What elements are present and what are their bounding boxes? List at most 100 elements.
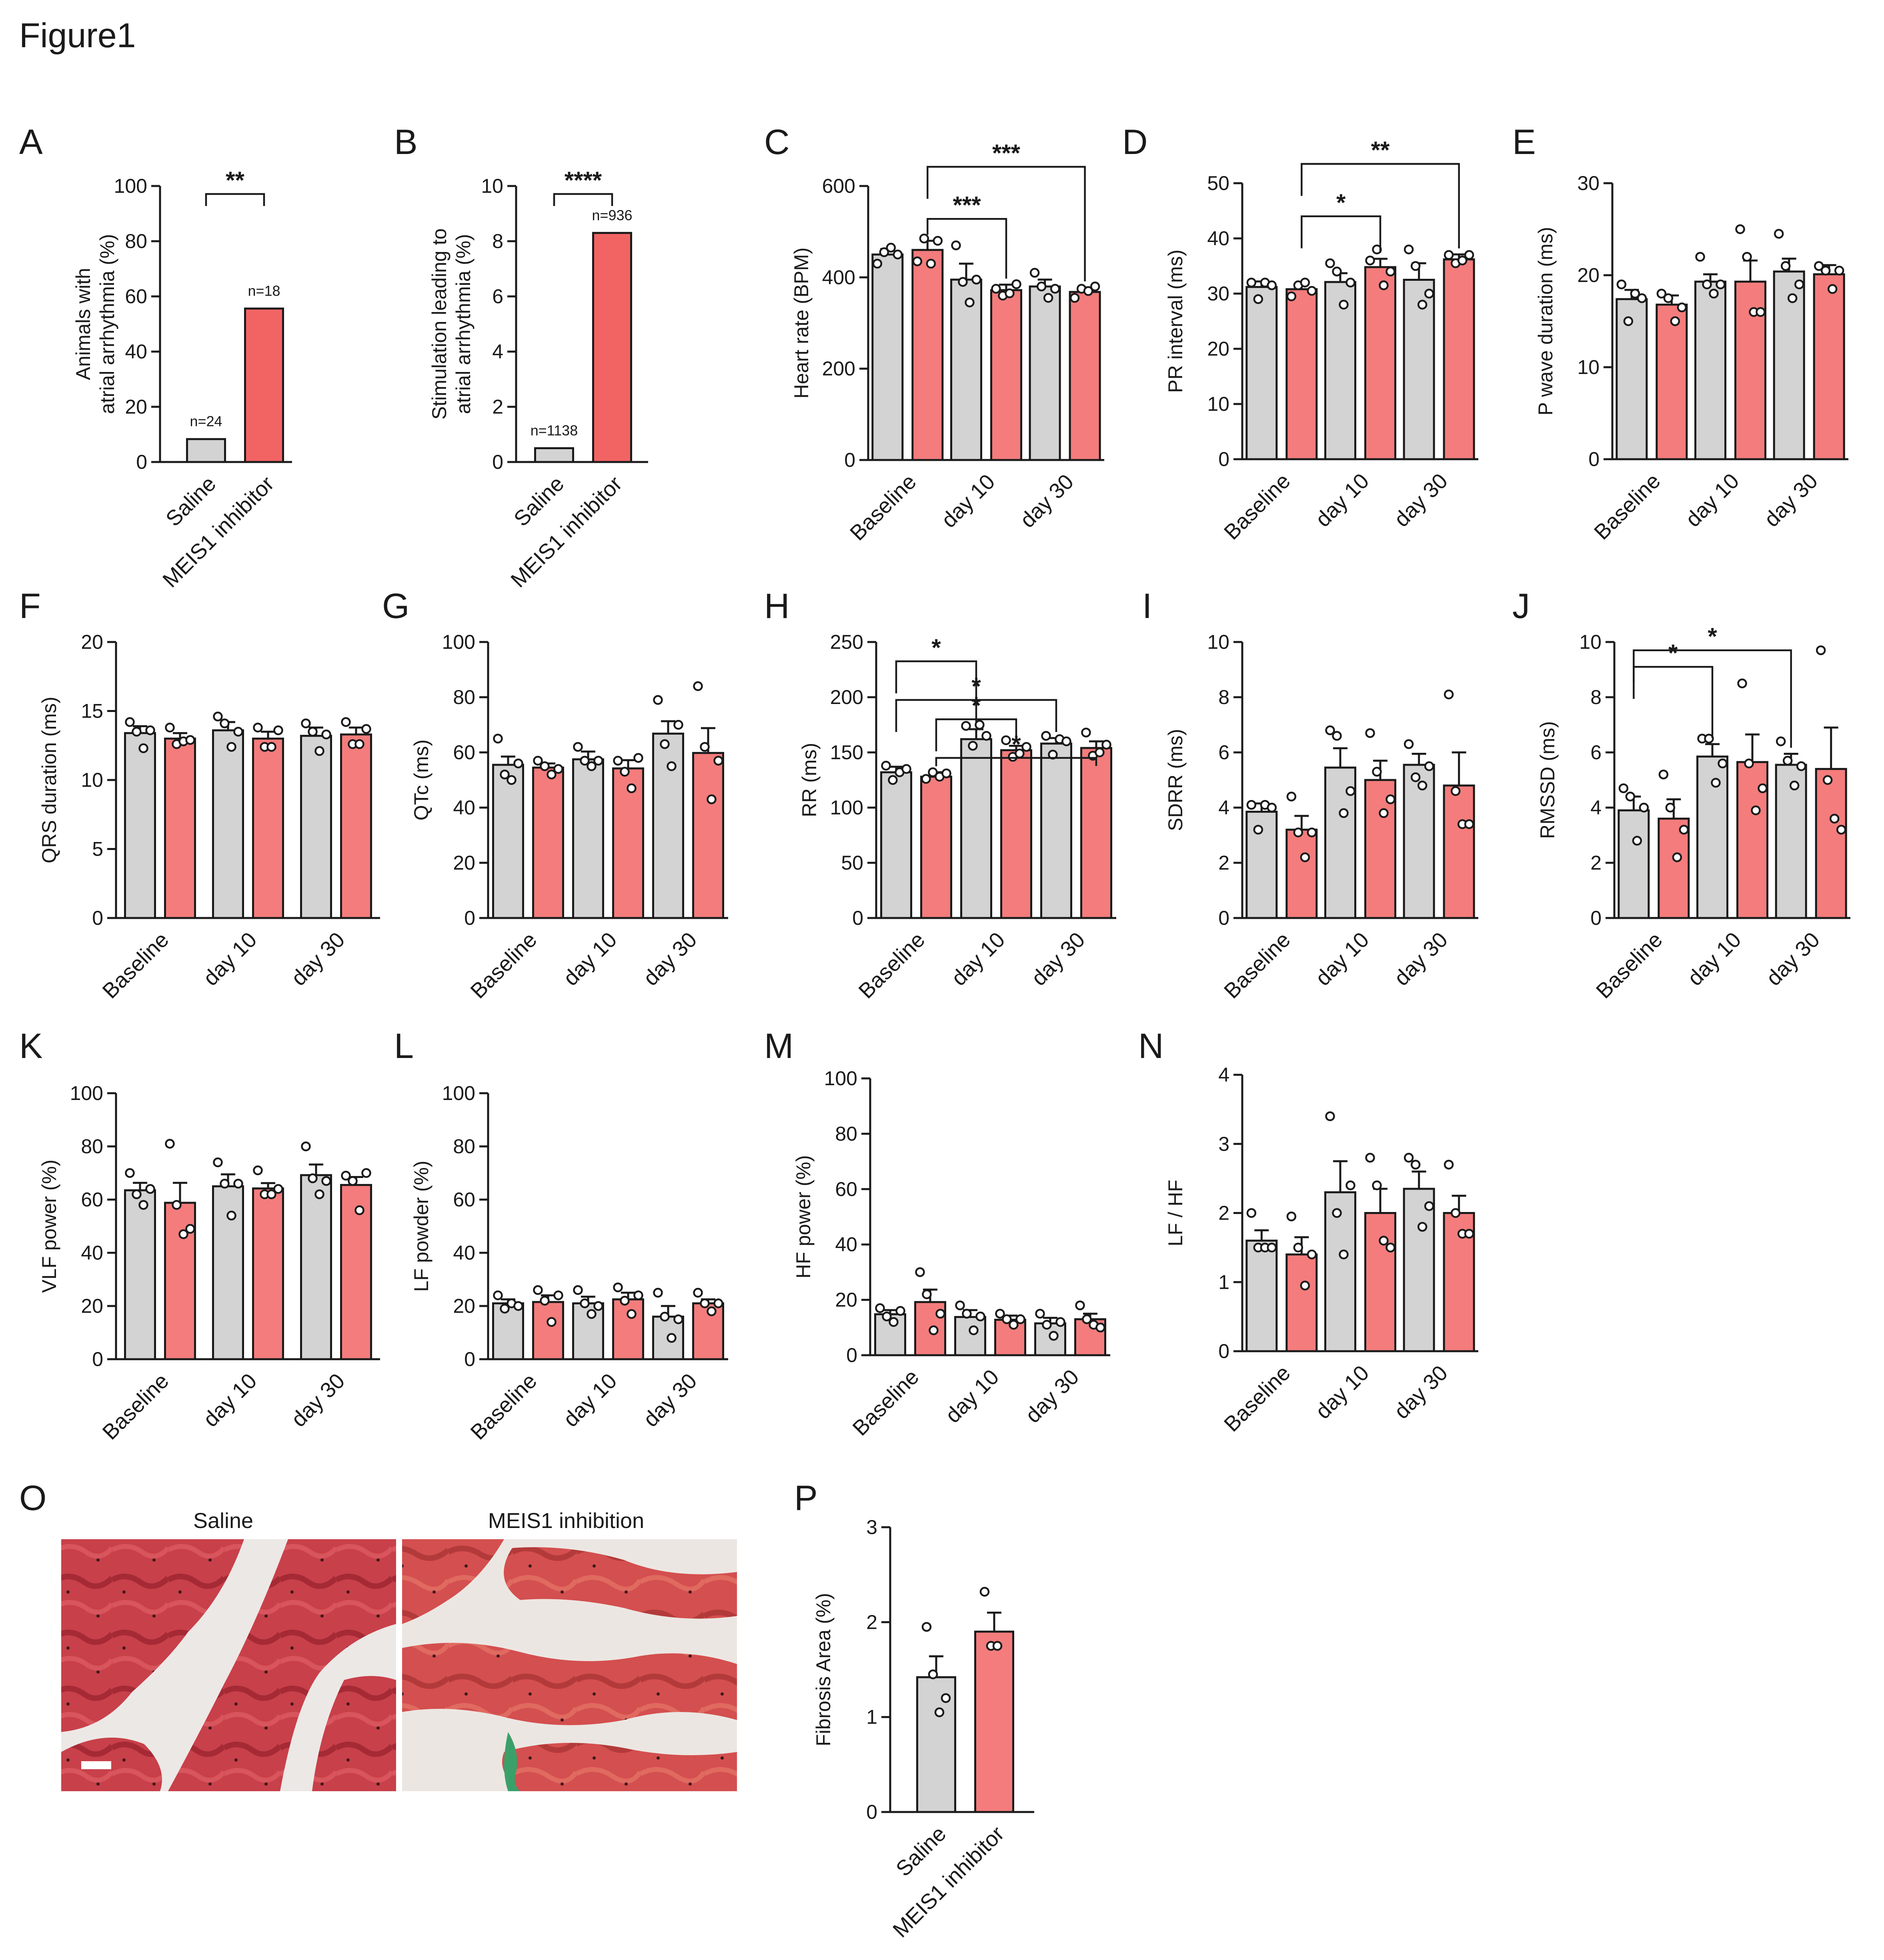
histology-treatment-label: MEIS1 inhibition: [488, 1509, 644, 1533]
panel-h-point-1-1-0: [1001, 735, 1011, 745]
panel-e-bar-0-1: [1656, 304, 1688, 460]
panel-m-point-1-1-2: [1009, 1320, 1019, 1330]
panel-c-point-2-1-2: [1083, 286, 1093, 296]
panel-c: C 0 200 400 600 Heart rate (BPM) Baseline day 1…: [764, 122, 1104, 545]
panel-c-bar-2-1: [1069, 291, 1101, 461]
panel-k-point-1-0-3: [233, 1178, 243, 1189]
panel-d-bar-0-0: [1245, 286, 1278, 460]
panel-c-ylabel-0: Heart rate (BPM): [790, 248, 813, 399]
panel-c-xtick-label-0: Baseline: [845, 470, 921, 545]
panel-l-ylabel-0: LF powder (%): [410, 1161, 432, 1292]
panel-m-bar-1-0: [954, 1316, 986, 1356]
panel-f-ytick-label-0: 0: [92, 907, 103, 929]
panel-a-ytick-label-2: 40: [125, 340, 147, 363]
panel-p-point-0-3: [941, 1693, 951, 1703]
panel-e-ytick-label-3: 30: [1577, 172, 1600, 194]
panel-j-bar-0-1: [1658, 818, 1690, 919]
panel-h-bar-2-1: [1080, 747, 1112, 919]
panel-g-point-2-0-1: [660, 739, 670, 749]
panel-e-point-0-1-1: [1663, 293, 1674, 303]
panel-e-point-2-1-3: [1834, 266, 1844, 276]
panel-d-point-1-0-2: [1339, 300, 1349, 310]
panel-i-letter: I: [1142, 586, 1152, 626]
panel-d-xtick-label-1: day 10: [1311, 469, 1373, 532]
panel-c-bar-0-0: [871, 253, 904, 461]
panel-l-bar-1-1: [612, 1298, 644, 1360]
panel-i-point-1-0-0: [1325, 725, 1335, 736]
panel-g-ylabel-0: QTc (ms): [410, 740, 432, 821]
panel-c-point-2-1-0: [1069, 293, 1080, 303]
panel-p-ytick-label-2: 2: [866, 1611, 877, 1633]
panel-g-point-2-1-1: [700, 742, 710, 752]
panel-g-point-2-0-2: [667, 761, 677, 771]
panel-c-point-0-1-2: [926, 258, 936, 269]
panel-j-point-0-0-2: [1632, 836, 1642, 846]
panel-c-letter: C: [764, 122, 790, 162]
panel-k-point-2-1-0: [341, 1170, 351, 1181]
panel-k-bar-2-0: [300, 1174, 332, 1360]
panel-j-point-1-0-1: [1704, 734, 1714, 744]
panel-b-bar-1: [592, 232, 632, 463]
panel-g-ytick-label-4: 80: [453, 686, 475, 708]
panel-h-sig-3-label: *: [1011, 731, 1021, 758]
panel-f-bar-1-1: [252, 738, 284, 919]
panel-l-point-2-1-3: [713, 1298, 723, 1308]
panel-n-ytick-label-3: 3: [1218, 1133, 1229, 1155]
panel-n-point-2-1-1: [1450, 1208, 1461, 1218]
panel-i-point-2-0-1: [1410, 772, 1421, 782]
panel-n-bar-0-1: [1285, 1253, 1318, 1352]
panel-j-point-0-0-1: [1625, 792, 1636, 802]
panel-l-ytick-label-1: 20: [453, 1295, 475, 1317]
panel-n-xtick-label-1: day 10: [1311, 1361, 1373, 1424]
panel-e-point-2-1-2: [1827, 284, 1838, 294]
panel-c-bar-1-0: [950, 278, 982, 461]
panel-c-sig-0-label: ***: [953, 192, 981, 218]
panel-f-ytick-label-1: 5: [92, 838, 103, 860]
panel-l-ytick-label-0: 0: [464, 1348, 475, 1370]
panel-b-ylabel-0: Stimulation leading to: [428, 228, 450, 420]
panel-c-sig-1-bracket: [927, 166, 1086, 282]
panel-c-ytick-label-1: 200: [822, 358, 855, 380]
panel-i-point-1-1-3: [1385, 794, 1395, 804]
panel-f-ytick-label-3: 15: [81, 700, 103, 722]
panel-j-ylabel-0: RMSSD (ms): [1536, 721, 1559, 839]
panel-j-point-2-0-2: [1789, 780, 1800, 791]
panel-g-point-2-1-2: [707, 794, 717, 804]
panel-b-ytick-label-4: 8: [492, 230, 503, 252]
panel-k-point-1-0-2: [226, 1210, 236, 1221]
panel-p-letter: P: [794, 1478, 818, 1518]
panel-a-ylabel-1: atrial arrhythmia (%): [96, 234, 118, 414]
panel-i-ytick-label-2: 4: [1218, 796, 1229, 819]
panel-i-point-1-0-3: [1345, 786, 1355, 796]
panel-c-point-1-1-2: [1005, 288, 1015, 298]
panel-k-point-2-0-0: [301, 1141, 311, 1152]
panel-n-ytick-label-4: 4: [1218, 1064, 1229, 1086]
panel-j-point-2-1-2: [1829, 814, 1840, 824]
panel-l: L 0 20 40 60 80 100 LF powder (%) Baseline day 10…: [394, 1026, 728, 1444]
panel-i-point-0-0-3: [1267, 802, 1277, 813]
panel-l-point-2-1-2: [707, 1306, 717, 1316]
panel-p-point-0-0: [921, 1622, 932, 1632]
panel-k-point-0-0-0: [125, 1168, 135, 1178]
panel-k-point-0-1-3: [185, 1224, 195, 1234]
panel-k-xtick-label-0: Baseline: [98, 1369, 174, 1444]
panel-g-point-2-0-3: [673, 720, 683, 730]
panel-g-xtick-label-0: Baseline: [466, 928, 542, 1003]
panel-m-point-1-1-3: [1015, 1314, 1025, 1324]
panel-g-point-1-0-0: [573, 742, 583, 752]
panel-c-bar-1-1: [990, 289, 1022, 461]
panel-a-bar-0: [186, 438, 226, 463]
panel-i-bar-0-1: [1285, 828, 1318, 919]
panel-h-point-2-1-3: [1101, 740, 1111, 750]
panel-c-point-1-0-2: [965, 297, 975, 308]
panel-e-point-0-1-2: [1670, 316, 1680, 326]
panel-l-point-0-1-1: [540, 1296, 550, 1306]
panel-h-ytick-label-2: 100: [830, 796, 863, 819]
panel-g: G 0 20 40 60 80 100 QTc (ms) Baseline day 10 day 3…: [382, 586, 728, 1003]
panel-g-point-0-0-0: [493, 734, 503, 744]
panel-b-ylabel-1: atrial arrhythmia (%): [452, 234, 475, 414]
panel-l-point-1-1-3: [633, 1290, 643, 1300]
panel-d-point-1-1-2: [1379, 280, 1389, 290]
panel-h-sig-2-bracket: [935, 718, 1017, 752]
